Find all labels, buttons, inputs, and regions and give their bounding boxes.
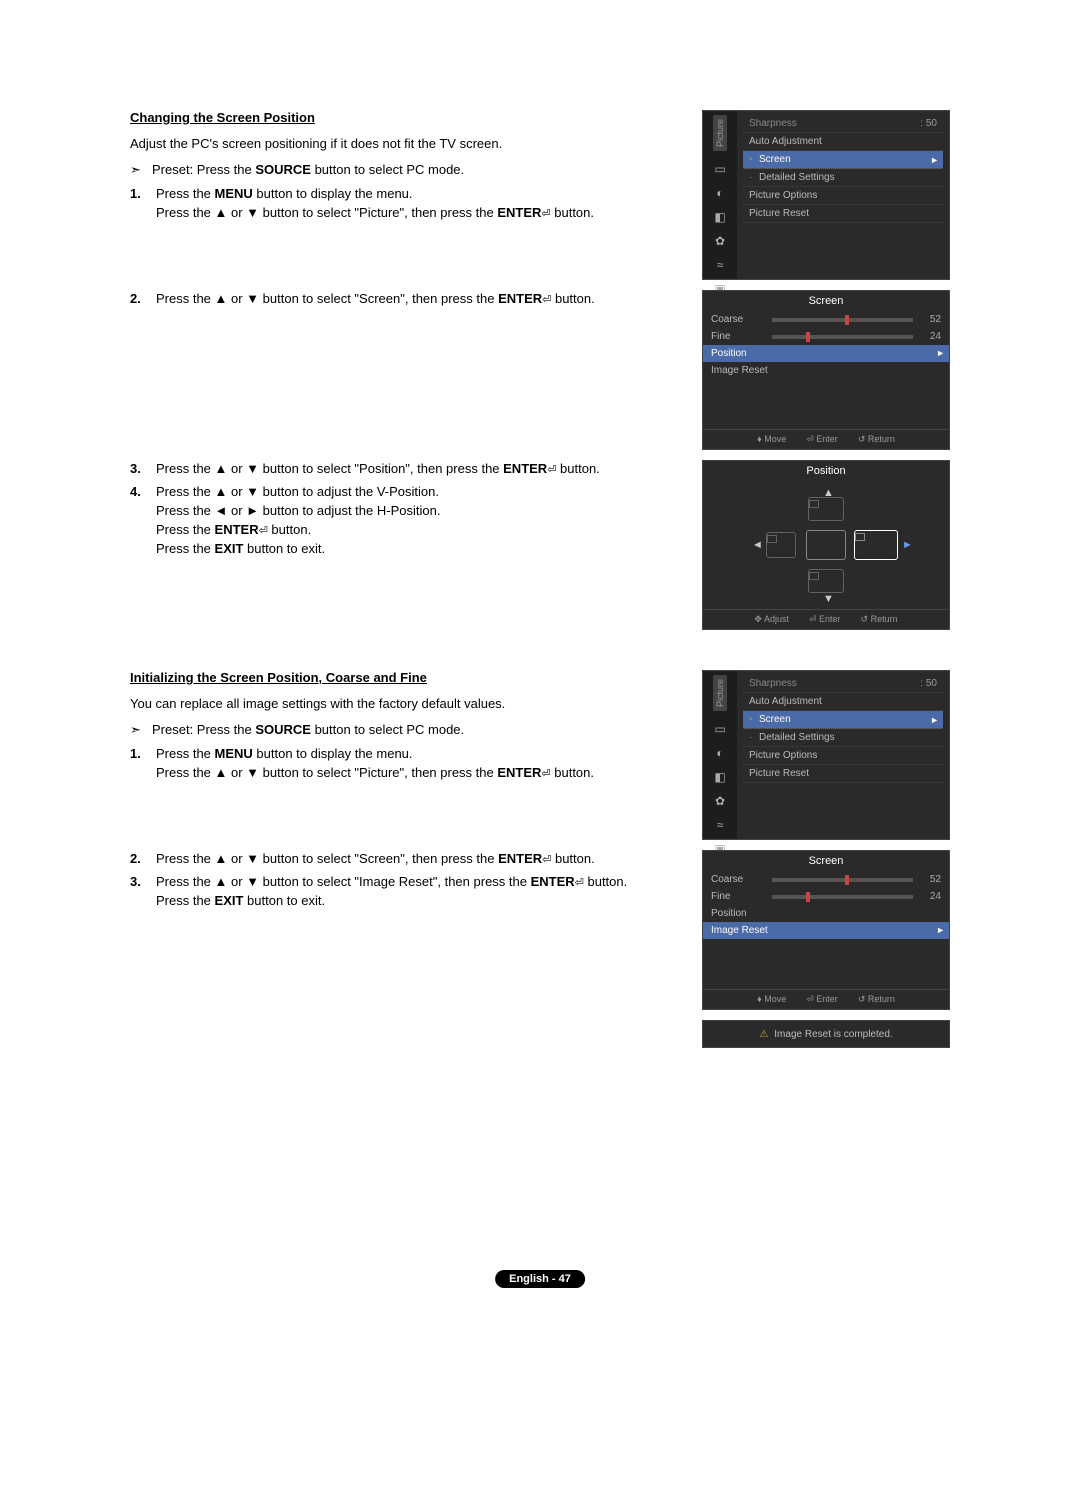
osd-screen-submenu-1: Screen Coarse 52 Fine 24 Position Image …: [702, 290, 950, 450]
menu-picopts[interactable]: Picture Options: [743, 747, 943, 765]
updown-icon: ♦: [757, 994, 762, 1004]
input-icon[interactable]: ≈: [712, 258, 728, 272]
picture-tab[interactable]: Picture: [713, 675, 727, 711]
input-icon[interactable]: ≈: [712, 818, 728, 832]
s2-step1: 1. Press the MENU button to display the …: [130, 745, 684, 783]
pos-box-center: [806, 530, 846, 560]
coarse-row[interactable]: Coarse 52: [703, 311, 949, 328]
pos-box-left: [766, 532, 796, 558]
warning-icon: ⚠: [759, 1029, 768, 1040]
picture-tab[interactable]: Picture: [713, 115, 727, 151]
image-reset-row[interactable]: Image Reset: [703, 362, 949, 379]
preset-arrow-icon: ➣: [130, 161, 152, 179]
osd-picture-menu-1: Picture ▭ ◐ ◧ ✿ ≈ ▣ Sharpness: 50 Auto A…: [702, 110, 950, 280]
return-icon: ↺: [858, 434, 866, 444]
osd-position-panel: Position ▲ ▼ ◄ ► ✥ Adjust ⏎ Enter ↺ Retu…: [702, 460, 950, 630]
page-footer: English - 47: [495, 1270, 585, 1288]
coarse-thumb[interactable]: [845, 315, 849, 325]
sound-icon[interactable]: ◐: [712, 186, 728, 200]
channel-icon[interactable]: ◧: [712, 210, 728, 224]
enter-icon: ⏎: [575, 877, 584, 889]
osd-position-title: Position: [703, 461, 949, 481]
enter-icon: ⏎: [541, 768, 550, 780]
updown-icon: ♦: [757, 434, 762, 444]
menu-screen[interactable]: •Screen: [743, 711, 943, 729]
return-icon: ↺: [858, 994, 866, 1004]
section2-intro: You can replace all image settings with …: [130, 695, 684, 713]
enter-icon: ⏎: [809, 614, 817, 624]
enter-icon: ⏎: [806, 434, 814, 444]
osd-footer: ✥ Adjust ⏎ Enter ↺ Return: [703, 609, 949, 629]
pos-down-icon[interactable]: ▼: [823, 593, 834, 605]
menu-detailed[interactable]: ·Detailed Settings: [743, 729, 943, 747]
pos-right-icon[interactable]: ►: [902, 539, 913, 551]
section2-preset: ➣ Preset: Press the SOURCE button to sel…: [130, 721, 684, 739]
section1-title: Changing the Screen Position: [130, 110, 684, 125]
return-icon: ↺: [861, 614, 869, 624]
pos-left-icon[interactable]: ◄: [752, 539, 763, 551]
menu-autoadjust[interactable]: Auto Adjustment: [743, 133, 943, 151]
s2-step2: 2. Press the ▲ or ▼ button to select "Sc…: [130, 850, 684, 869]
channel-icon[interactable]: ◧: [712, 770, 728, 784]
s2-step3: 3. Press the ▲ or ▼ button to select "Im…: [130, 873, 684, 911]
menu-autoadjust[interactable]: Auto Adjustment: [743, 693, 943, 711]
osd-picture-menu-2: Picture ▭ ◐ ◧ ✿ ≈ ▣ Sharpness: 50 Auto A…: [702, 670, 950, 840]
display-icon[interactable]: ▭: [712, 162, 728, 176]
pos-box-bottom: [808, 569, 844, 593]
menu-screen[interactable]: •Screen: [743, 151, 943, 169]
section1-preset: ➣ Preset: Press the SOURCE button to sel…: [130, 161, 684, 179]
position-row[interactable]: Position: [703, 345, 949, 362]
osd-sidebar: Picture ▭ ◐ ◧ ✿ ≈ ▣: [703, 671, 737, 839]
s1-step1: 1. Press the MENU button to display the …: [130, 185, 684, 223]
section2-title: Initializing the Screen Position, Coarse…: [130, 670, 684, 685]
osd-footer: ♦ Move ⏎ Enter ↺ Return: [703, 429, 949, 449]
fine-row[interactable]: Fine 24: [703, 328, 949, 345]
image-reset-row[interactable]: Image Reset: [703, 922, 949, 939]
menu-sharpness[interactable]: Sharpness: 50: [743, 115, 943, 133]
osd-complete-message: ⚠ Image Reset is completed.: [702, 1020, 950, 1048]
setup-icon[interactable]: ✿: [712, 234, 728, 248]
osd-screen-submenu-2: Screen Coarse 52 Fine 24 Position Image …: [702, 850, 950, 1010]
menu-detailed[interactable]: ·Detailed Settings: [743, 169, 943, 187]
preset-arrow-icon: ➣: [130, 721, 152, 739]
menu-picopts[interactable]: Picture Options: [743, 187, 943, 205]
fine-thumb[interactable]: [806, 332, 810, 342]
menu-picreset[interactable]: Picture Reset: [743, 765, 943, 783]
s1-step4: 4. Press the ▲ or ▼ button to adjust the…: [130, 483, 684, 558]
osd-sidebar: Picture ▭ ◐ ◧ ✿ ≈ ▣: [703, 111, 737, 279]
fine-row[interactable]: Fine 24: [703, 888, 949, 905]
enter-icon: ⏎: [542, 294, 551, 306]
position-row[interactable]: Position: [703, 905, 949, 922]
s1-step3: 3. Press the ▲ or ▼ button to select "Po…: [130, 460, 684, 479]
setup-icon[interactable]: ✿: [712, 794, 728, 808]
osd-screen-title: Screen: [703, 291, 949, 311]
display-icon[interactable]: ▭: [712, 722, 728, 736]
menu-sharpness[interactable]: Sharpness: 50: [743, 675, 943, 693]
pos-box-top: [808, 497, 844, 521]
section1-intro: Adjust the PC's screen positioning if it…: [130, 135, 684, 153]
menu-picreset[interactable]: Picture Reset: [743, 205, 943, 223]
enter-icon: ⏎: [541, 208, 550, 220]
adjust-icon: ✥: [754, 614, 762, 624]
osd-main: Sharpness: 50 Auto Adjustment •Screen ·D…: [737, 111, 949, 279]
enter-icon: ⏎: [259, 525, 268, 537]
enter-icon: ⏎: [806, 994, 814, 1004]
s1-step2: 2. Press the ▲ or ▼ button to select "Sc…: [130, 290, 684, 309]
enter-icon: ⏎: [542, 854, 551, 866]
coarse-row[interactable]: Coarse 52: [703, 871, 949, 888]
sound-icon[interactable]: ◐: [712, 746, 728, 760]
pos-box-right: [854, 530, 898, 560]
